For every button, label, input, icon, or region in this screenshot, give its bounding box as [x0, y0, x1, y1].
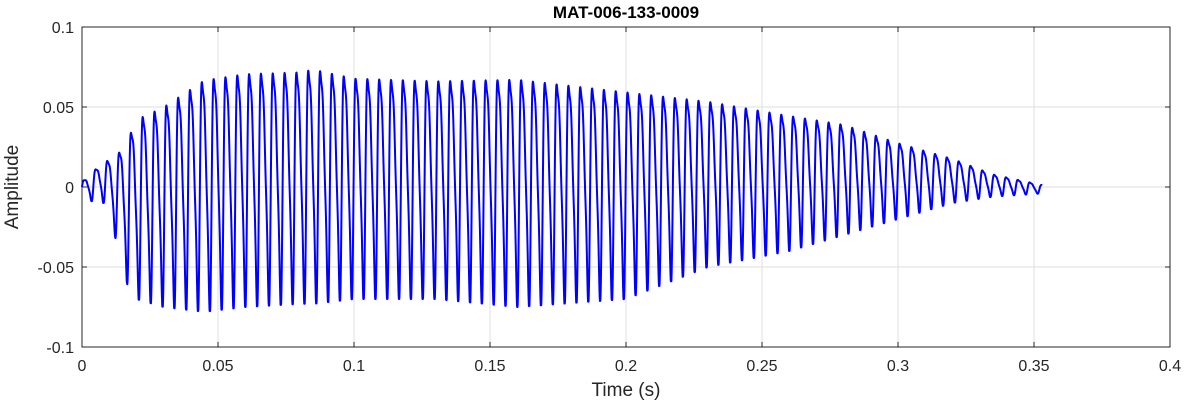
- x-tick-label: 0.35: [1018, 358, 1049, 375]
- x-axis-label: Time (s): [592, 380, 661, 401]
- y-axis-label: Amplitude: [2, 145, 23, 230]
- y-tick-label: 0.05: [43, 100, 74, 117]
- y-axis-ticks: -0.1 -0.05 0 0.05 0.1: [38, 20, 1170, 357]
- x-tick-label: 0.15: [474, 358, 505, 375]
- x-tick-label: 0.25: [746, 358, 777, 375]
- x-tick-label: 0.3: [887, 358, 909, 375]
- x-tick-label: 0.4: [1159, 358, 1181, 375]
- series-layer: [81, 69, 1043, 313]
- y-tick-label: -0.1: [46, 340, 74, 357]
- y-tick-label: -0.05: [38, 260, 75, 277]
- chart-title: MAT-006-133-0009: [553, 3, 699, 22]
- x-tick-label: 0.1: [343, 358, 365, 375]
- x-tick-label: 0.05: [202, 358, 233, 375]
- x-tick-label: 0: [78, 358, 87, 375]
- y-tick-label: 0: [65, 180, 74, 197]
- waveform-series-line: [81, 69, 1043, 313]
- x-axis-ticks: 0 0.05 0.1 0.15 0.2 0.25 0.3 0.35 0.4: [78, 27, 1181, 375]
- x-tick-label: 0.2: [615, 358, 637, 375]
- y-tick-label: 0.1: [52, 20, 74, 37]
